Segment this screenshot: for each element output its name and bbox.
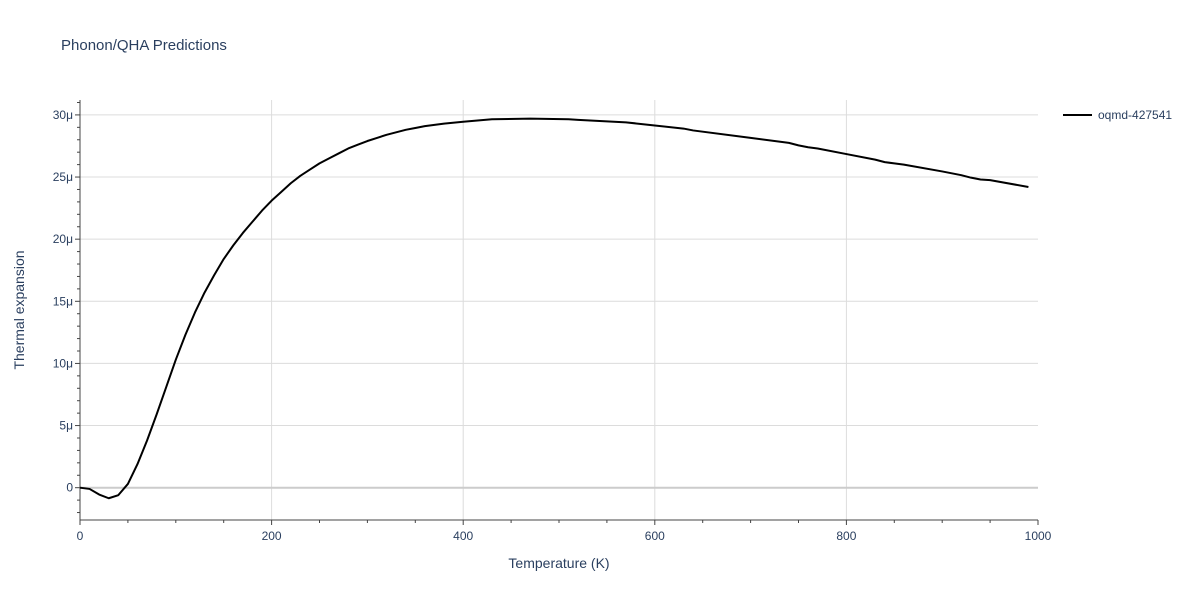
x-tick-label: 1000 [1025,529,1052,543]
plot-area [79,117,1029,500]
x-axis-title: Temperature (K) [508,555,609,571]
series-line [79,117,1029,500]
legend-label: oqmd-427541 [1098,108,1172,122]
axes: 0 200 400 600 800 1000 0 5μ 10μ 15μ 20μ 25μ 30μ [53,100,1052,543]
y-tick-label: 15μ [53,294,73,308]
grid [80,100,1038,520]
y-tick-label: 5μ [59,419,73,433]
legend[interactable]: oqmd-427541 [1063,108,1172,122]
x-tick-label: 200 [262,529,282,543]
y-axis-title: Thermal expansion [11,250,27,369]
x-tick-label: 0 [77,529,84,543]
y-tick-label: 20μ [53,232,73,246]
y-tick-label: 0 [66,481,73,495]
y-tick-label: 30μ [53,108,73,122]
y-tick-label: 10μ [53,356,73,370]
x-tick-label: 400 [453,529,473,543]
y-tick-label: 25μ [53,170,73,184]
chart-title: Phonon/QHA Predictions [61,37,227,54]
x-tick-label: 800 [836,529,856,543]
x-tick-label: 600 [645,529,665,543]
